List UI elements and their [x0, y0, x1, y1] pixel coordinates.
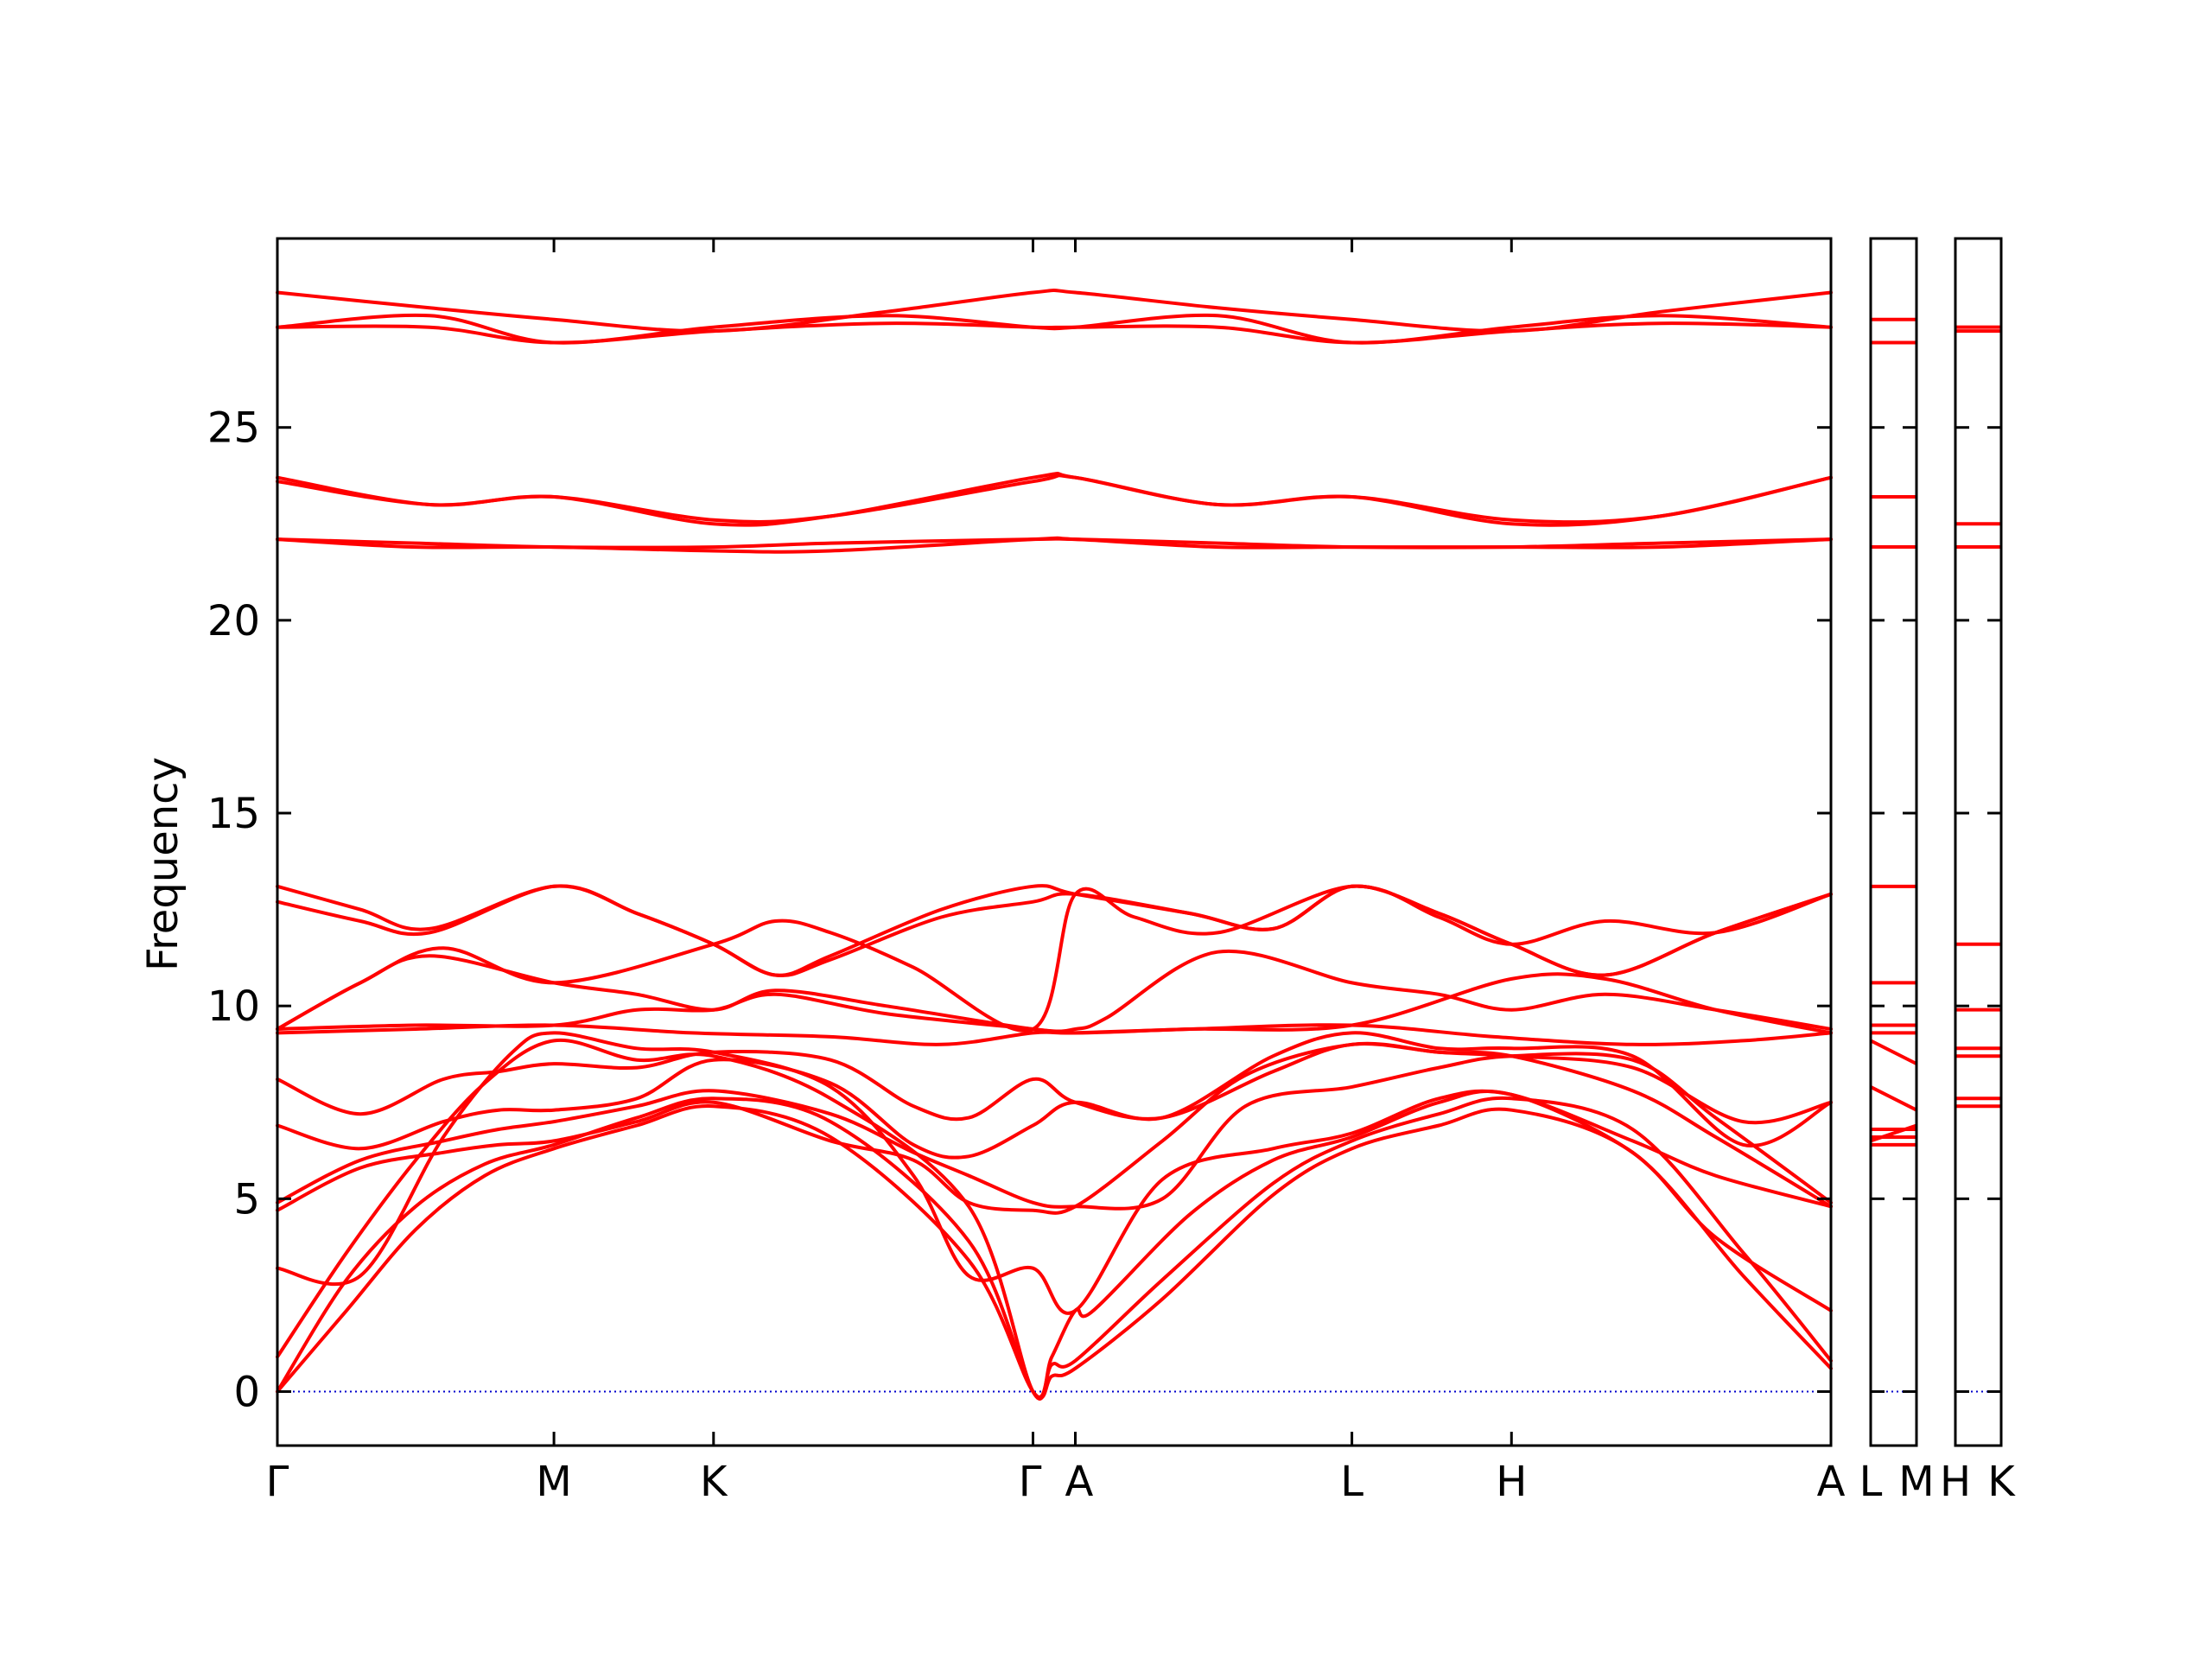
panel-frame-3: [1954, 237, 2003, 1447]
band-line-12: [276, 884, 1833, 1033]
band-line-11: [276, 949, 1833, 1033]
band-line-7: [276, 1031, 1833, 1160]
axis-ticks: [276, 238, 2001, 1446]
band-line-18: [276, 474, 1833, 524]
band-line-6: [276, 1052, 1833, 1211]
y-tick-label-10: 10: [207, 982, 260, 1031]
x-tick-label-4: A: [1065, 1458, 1093, 1506]
y-tick-label-0: 0: [233, 1369, 260, 1417]
panel-frame-2: [1869, 237, 1918, 1447]
lm-x-tick-label-1: M: [1898, 1458, 1934, 1506]
x-tick-label-0: Γ: [266, 1458, 289, 1506]
band-line-5: [276, 1041, 1833, 1215]
x-tick-label-5: L: [1340, 1458, 1363, 1506]
band-line-14: [276, 884, 1833, 977]
y-tick-label-15: 15: [207, 790, 260, 838]
band-line-8: [276, 1042, 1833, 1125]
band-line-16: [276, 536, 1833, 554]
y-tick-label-20: 20: [207, 597, 260, 645]
x-tick-label-3: Γ: [1019, 1458, 1042, 1506]
hk-x-tick-label-1: K: [1987, 1458, 2016, 1506]
hk-x-tick-label-0: H: [1940, 1458, 1971, 1506]
band-line-21: [276, 288, 1833, 334]
lm-band-diagonal-1: [1870, 1039, 1917, 1065]
y-axis-title: Frequency: [139, 757, 188, 971]
band-line-4: [276, 1031, 1833, 1315]
y-tick-label-25: 25: [207, 404, 260, 453]
lm-band-diagonal-3: [1870, 1123, 1917, 1143]
band-lines: [276, 288, 2001, 1401]
x-tick-label-7: A: [1817, 1458, 1846, 1506]
y-tick-label-5: 5: [233, 1175, 260, 1224]
x-tick-label-6: H: [1496, 1458, 1527, 1506]
panel-frames: [276, 237, 2003, 1447]
x-tick-label-2: K: [700, 1458, 728, 1506]
lm-band-diagonal-2: [1870, 1085, 1917, 1112]
x-tick-label-1: M: [536, 1458, 571, 1506]
lm-x-tick-label-0: L: [1859, 1458, 1883, 1506]
panel-frame-1: [276, 237, 1833, 1447]
